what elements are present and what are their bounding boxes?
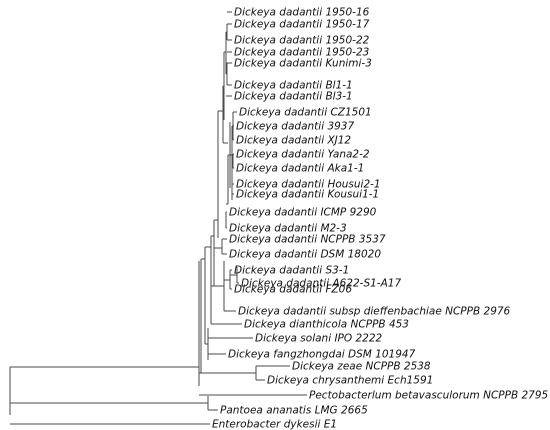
taxon-label: Dickeya zeae NCPPB 2538 [292, 361, 431, 373]
taxon-label: Dickeya dadantii subsp dieffenbachiae NC… [238, 306, 511, 318]
taxon-label: Dickeya dadantii Housui2-1 [236, 179, 381, 191]
taxon-label: Dickeya dadantii NCPPB 3537 [229, 234, 386, 246]
taxon-label: Dickeya dadantii ICMP 9290 [229, 207, 377, 219]
leaf-branches [10, 11, 307, 425]
taxon-label: Dickeya solani IPO 2222 [255, 333, 383, 345]
taxon-label: Dickeya dadantii M2-3 [229, 223, 347, 235]
taxon-label: Dickeya dadantii DSM 18020 [229, 249, 381, 261]
taxon-label: Dickeya dadantii Kunimi-3 [234, 58, 372, 70]
taxon-label: Dickeya dadantii 1950-17 [234, 19, 370, 31]
taxon-label: Dickeya dadantii 1950-16 [234, 7, 370, 19]
taxon-label: Dickeya dadantii 3937 [236, 121, 354, 133]
taxon-label: Dickeya chrysanthemi Ech1591 [267, 375, 433, 387]
tree-branches [9, 24, 257, 415]
taxon-label: Dickeya dadantii Bl3-1 [234, 91, 353, 103]
taxon-label: Dickeya dadantii 1950-22 [234, 35, 370, 47]
taxon-label: Dickeya dadantii Bl1-1 [234, 80, 353, 92]
taxon-label: Dickeya dadantii Kousui1-1 [236, 189, 379, 201]
taxon-label: Dickeya dadantii FZ06 [234, 284, 352, 296]
taxon-label: Dickeya dianthicola NCPPB 453 [244, 319, 409, 331]
taxon-label: Dickeya fangzhongdai DSM 101947 [228, 349, 416, 361]
taxon-label: Dickeya dadantii S3-1 [234, 265, 349, 277]
taxon-label: Pantoea ananatis LMG 2665 [220, 405, 368, 417]
taxon-label: Dickeya dadantii Yana2-2 [236, 149, 370, 161]
taxon-label: Enterobacter dykesii E1 [212, 419, 337, 430]
taxon-label: Pectobacterlum betavasculorum NCPPB 2795 [309, 390, 549, 402]
taxon-label: Dickeya dadantii CZ1501 [239, 107, 372, 119]
taxon-label: Dickeya dadantii Aka1-1 [236, 163, 364, 175]
taxon-label: Dickeya dadantii A622-S1-A17 [241, 278, 401, 290]
taxon-label: Dickeya dadantii XJ12 [236, 135, 351, 147]
taxon-label: Dickeya dadantii 1950-23 [234, 47, 369, 59]
